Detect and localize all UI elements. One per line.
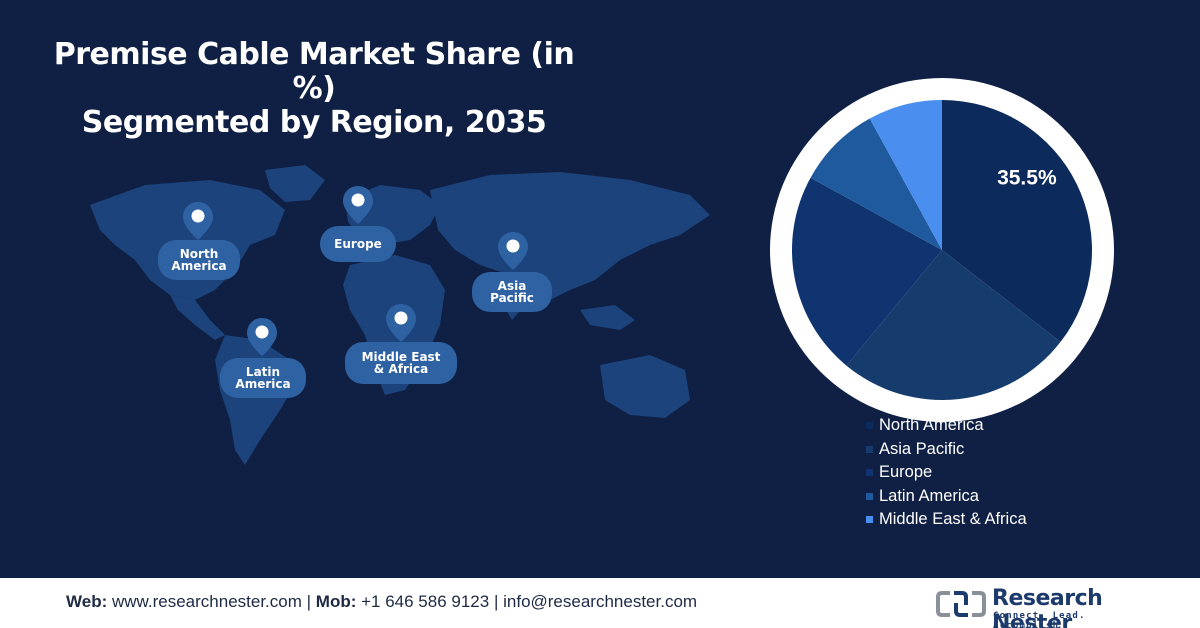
location-pin-icon (343, 186, 373, 224)
legend-swatch (866, 422, 873, 430)
legend-item: Asia Pacific (866, 438, 1027, 462)
pie-slice-europe (792, 177, 942, 366)
legend-item: Europe (866, 461, 1027, 485)
chart-legend: North America Asia Pacific Europe Latin Ame… (866, 414, 1027, 532)
legend-item: Middle East & Africa (866, 508, 1027, 532)
pin-label-latin-america: Latin America (220, 358, 306, 398)
title-line-1: Premise Cable Market Share (in %) (53, 37, 575, 106)
legend-swatch (866, 445, 873, 453)
pin-label-asia-pacific: Asia Pacific (472, 272, 552, 312)
email-link[interactable]: info@researchnester.com (503, 592, 698, 611)
research-nester-logo: Research Nester Connect. Lead. Accomplis… (936, 586, 1156, 628)
pie-slice-latin-america (810, 118, 942, 250)
pie-chart: 35.5% (770, 78, 1114, 422)
legend-label: North America (879, 416, 984, 435)
title-line-2: Segmented by Region, 2035 (81, 105, 547, 140)
footer: Web: www.researchnester.com | Mob: +1 64… (0, 578, 1200, 628)
logo-name: Research Nester (992, 586, 1103, 628)
legend-item: Latin America (866, 485, 1027, 509)
location-pin-icon (386, 304, 416, 342)
pie-slice-north-america (942, 100, 1092, 342)
legend-label: Asia Pacific (879, 439, 965, 458)
legend-swatch (866, 492, 873, 500)
website-link[interactable]: www.researchnester.com (111, 592, 302, 611)
pie-slice-asia-pacific (846, 250, 1061, 400)
separator: | (493, 592, 499, 611)
mob-label: Mob: (315, 592, 357, 611)
legend-swatch (866, 516, 873, 524)
chart-title: Premise Cable Market Share (in %) Segmen… (34, 38, 594, 140)
logo-icon (936, 591, 986, 617)
legend-label: Europe (879, 463, 933, 482)
location-pin-icon (183, 202, 213, 240)
web-label: Web: (66, 592, 108, 611)
legend-swatch (866, 469, 873, 477)
legend-item: North America (866, 414, 1027, 438)
legend-label: Middle East & Africa (879, 510, 1027, 529)
phone-number[interactable]: +1 646 586 9123 (361, 592, 490, 611)
legend-label: Latin America (879, 486, 979, 505)
pin-label-europe: Europe (320, 226, 396, 262)
pie-slice-middle-east-africa (869, 100, 942, 250)
location-pin-icon (247, 318, 277, 356)
logo-tagline: Connect. Lead. Accomplish (993, 611, 1086, 628)
pin-label-middle-east-africa: Middle East & Africa (345, 342, 457, 384)
location-pin-icon (498, 232, 528, 270)
pie-data-label: 35.5% (997, 166, 1057, 189)
contact-info: Web: www.researchnester.com | Mob: +1 64… (66, 592, 697, 612)
separator: | (306, 592, 312, 611)
pin-label-north-america: North America (158, 240, 240, 280)
